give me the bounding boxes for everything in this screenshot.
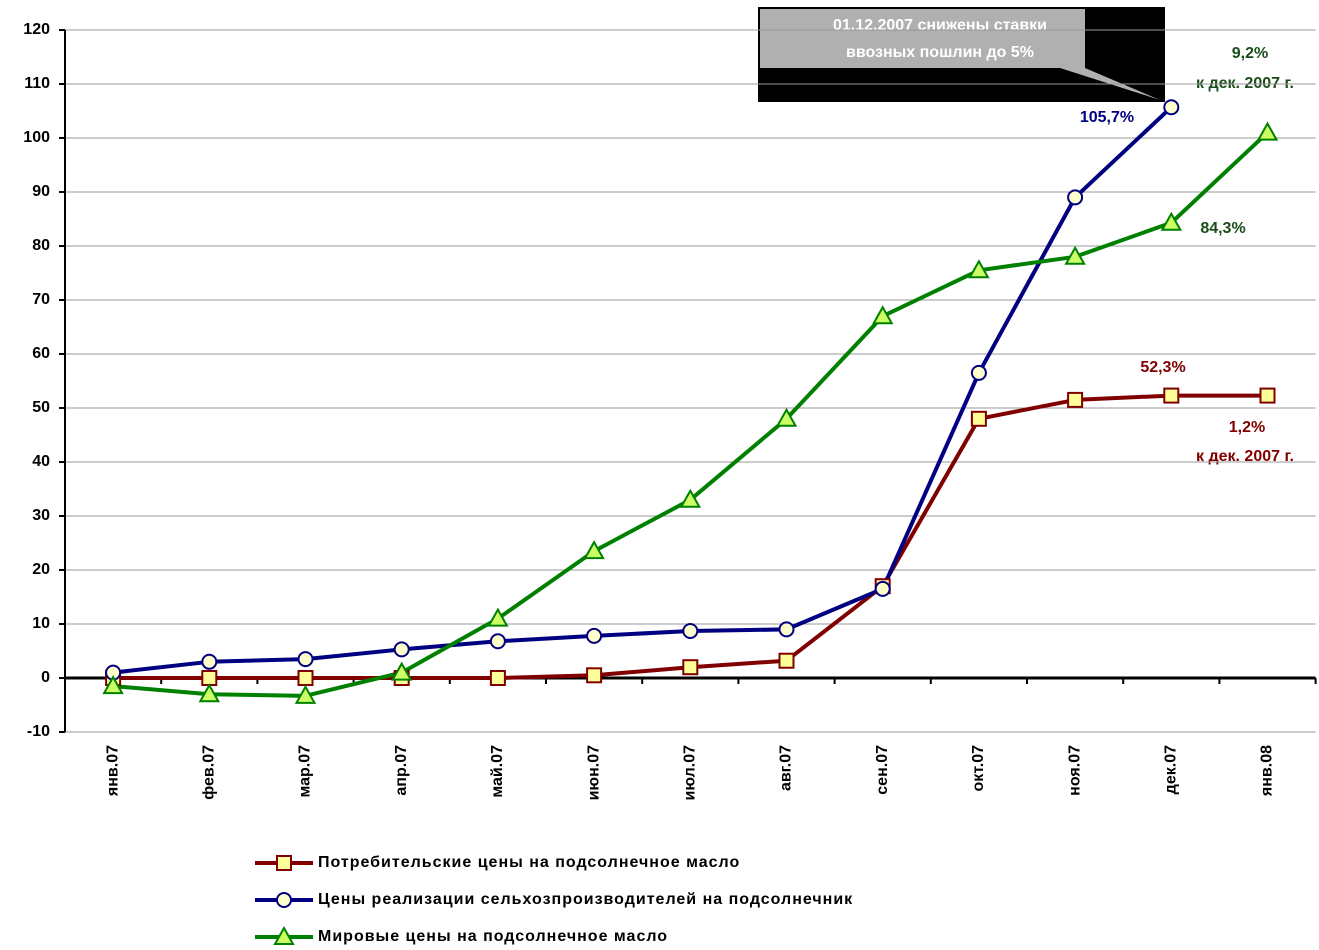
- marker: [297, 670, 314, 686]
- x-tick-label: ноя.07: [1066, 745, 1083, 796]
- x-tick-label: авг.07: [778, 745, 795, 791]
- y-tick-label: 120: [23, 21, 50, 38]
- y-tick-label: -10: [27, 723, 50, 740]
- marker: [1067, 189, 1084, 206]
- marker: [1160, 211, 1183, 231]
- y-tick-label: 80: [32, 237, 50, 254]
- x-tick-label: июл.07: [682, 745, 699, 801]
- marker: [778, 621, 795, 638]
- y-tick-label: 70: [32, 291, 50, 308]
- marker: [489, 633, 506, 650]
- marker: [489, 670, 506, 686]
- series-line: [112, 131, 1269, 698]
- marker: [198, 683, 221, 703]
- marker: [201, 653, 218, 670]
- series-line: [112, 105, 1173, 675]
- y-tick-label: 10: [32, 615, 50, 632]
- legend-label: Цены реализации сельхозпроизводителей на…: [318, 891, 853, 908]
- legend-label: Потребительские цены на подсолнечное мас…: [318, 854, 740, 871]
- marker: [970, 364, 987, 381]
- marker: [874, 580, 891, 597]
- marker: [775, 407, 798, 427]
- value-label: 84,3%: [1200, 220, 1245, 237]
- x-tick-label: окт.07: [970, 745, 987, 792]
- legend-marker: [276, 855, 292, 871]
- legend-marker: [273, 925, 295, 945]
- annotation: 01.12.2007 снижены ставки: [833, 17, 1047, 34]
- marker: [1067, 391, 1084, 408]
- marker: [682, 659, 699, 676]
- marker: [1163, 387, 1180, 404]
- marker: [970, 410, 987, 427]
- y-tick-label: 100: [23, 129, 50, 146]
- x-tick-label: янв.07: [104, 745, 121, 797]
- legend-marker: [276, 892, 292, 908]
- marker: [1163, 99, 1180, 116]
- marker: [682, 623, 699, 640]
- marker: [1259, 387, 1276, 404]
- y-tick-label: 50: [32, 399, 50, 416]
- y-tick-label: 40: [32, 453, 50, 470]
- x-tick-label: май.07: [489, 745, 506, 798]
- y-tick-label: 60: [32, 345, 50, 362]
- marker: [294, 684, 317, 704]
- y-tick-label: 0: [41, 669, 50, 686]
- annotation: к дек. 2007 г.: [1196, 448, 1294, 465]
- marker: [586, 667, 603, 684]
- marker: [871, 305, 894, 325]
- marker: [102, 675, 124, 695]
- x-tick-label: дек.07: [1163, 745, 1180, 794]
- annotation-callout: [760, 9, 1160, 100]
- annotation: 9,2%: [1232, 45, 1268, 62]
- marker: [393, 641, 410, 658]
- x-tick-label: мар.07: [297, 745, 314, 798]
- value-label: 105,7%: [1080, 109, 1134, 126]
- y-tick-label: 90: [32, 183, 50, 200]
- marker: [390, 661, 413, 681]
- annotation: 1,2%: [1229, 419, 1265, 436]
- y-tick-label: 110: [24, 75, 50, 92]
- x-tick-label: фев.07: [201, 745, 218, 800]
- y-tick-label: 30: [32, 507, 50, 524]
- x-tick-label: янв.08: [1259, 745, 1276, 797]
- marker: [583, 540, 605, 560]
- marker: [297, 651, 314, 668]
- marker: [1064, 245, 1086, 265]
- marker: [679, 488, 702, 508]
- x-tick-label: июн.07: [585, 745, 602, 801]
- y-tick-label: 20: [32, 561, 50, 578]
- marker: [1256, 121, 1279, 141]
- legend-label: Мировые цены на подсолнечное масло: [318, 928, 668, 945]
- marker: [968, 259, 990, 279]
- value-label: 52,3%: [1140, 359, 1185, 376]
- annotation: ввозных пошлин до 5%: [846, 44, 1034, 61]
- x-tick-label: сен.07: [874, 745, 891, 795]
- x-tick-label: апр.07: [393, 745, 410, 796]
- marker: [487, 607, 509, 627]
- marker: [201, 670, 218, 686]
- marker: [586, 627, 603, 644]
- marker: [778, 652, 795, 669]
